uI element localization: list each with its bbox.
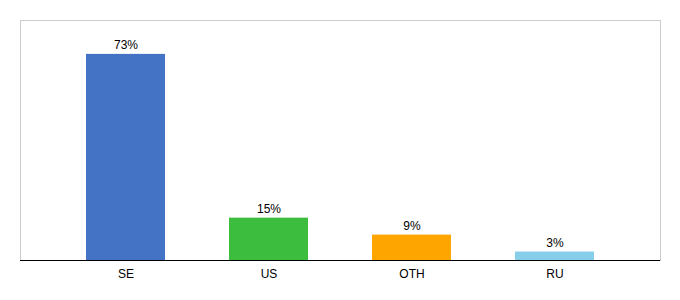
- svg-text:15%: 15%: [257, 202, 281, 216]
- svg-text:SE: SE: [118, 267, 134, 281]
- svg-text:RU: RU: [546, 267, 563, 281]
- svg-text:OTH: OTH: [399, 267, 424, 281]
- svg-text:3%: 3%: [546, 236, 564, 250]
- svg-text:US: US: [261, 267, 278, 281]
- svg-text:9%: 9%: [403, 219, 421, 233]
- svg-text:73%: 73%: [114, 38, 138, 52]
